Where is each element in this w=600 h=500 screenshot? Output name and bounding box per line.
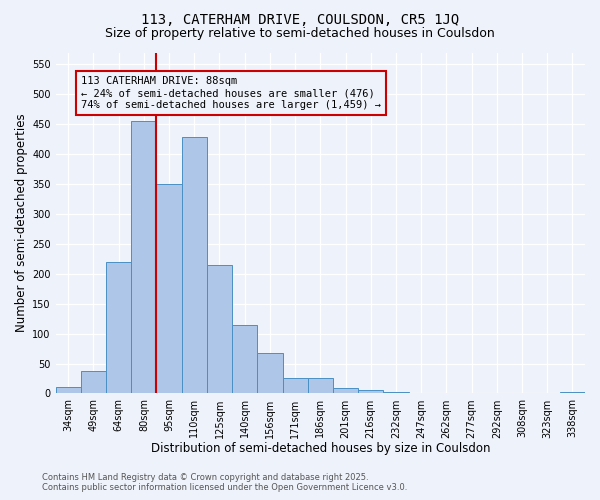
Bar xyxy=(257,353,283,394)
Bar xyxy=(283,378,308,394)
Text: Size of property relative to semi-detached houses in Coulsdon: Size of property relative to semi-detach… xyxy=(105,28,495,40)
Bar xyxy=(157,184,182,394)
Bar xyxy=(106,262,131,394)
Text: 113, CATERHAM DRIVE, COULSDON, CR5 1JQ: 113, CATERHAM DRIVE, COULSDON, CR5 1JQ xyxy=(141,12,459,26)
Bar xyxy=(333,388,358,394)
Bar xyxy=(383,392,409,394)
Text: 113 CATERHAM DRIVE: 88sqm
← 24% of semi-detached houses are smaller (476)
74% of: 113 CATERHAM DRIVE: 88sqm ← 24% of semi-… xyxy=(81,76,381,110)
X-axis label: Distribution of semi-detached houses by size in Coulsdon: Distribution of semi-detached houses by … xyxy=(151,442,490,455)
Bar xyxy=(409,393,434,394)
Bar xyxy=(232,324,257,394)
Bar xyxy=(131,120,157,394)
Bar xyxy=(81,370,106,394)
Text: Contains HM Land Registry data © Crown copyright and database right 2025.
Contai: Contains HM Land Registry data © Crown c… xyxy=(42,473,407,492)
Bar xyxy=(56,388,81,394)
Bar xyxy=(182,138,207,394)
Y-axis label: Number of semi-detached properties: Number of semi-detached properties xyxy=(15,114,28,332)
Bar xyxy=(358,390,383,394)
Bar xyxy=(207,266,232,394)
Bar xyxy=(560,392,585,394)
Bar xyxy=(308,378,333,394)
